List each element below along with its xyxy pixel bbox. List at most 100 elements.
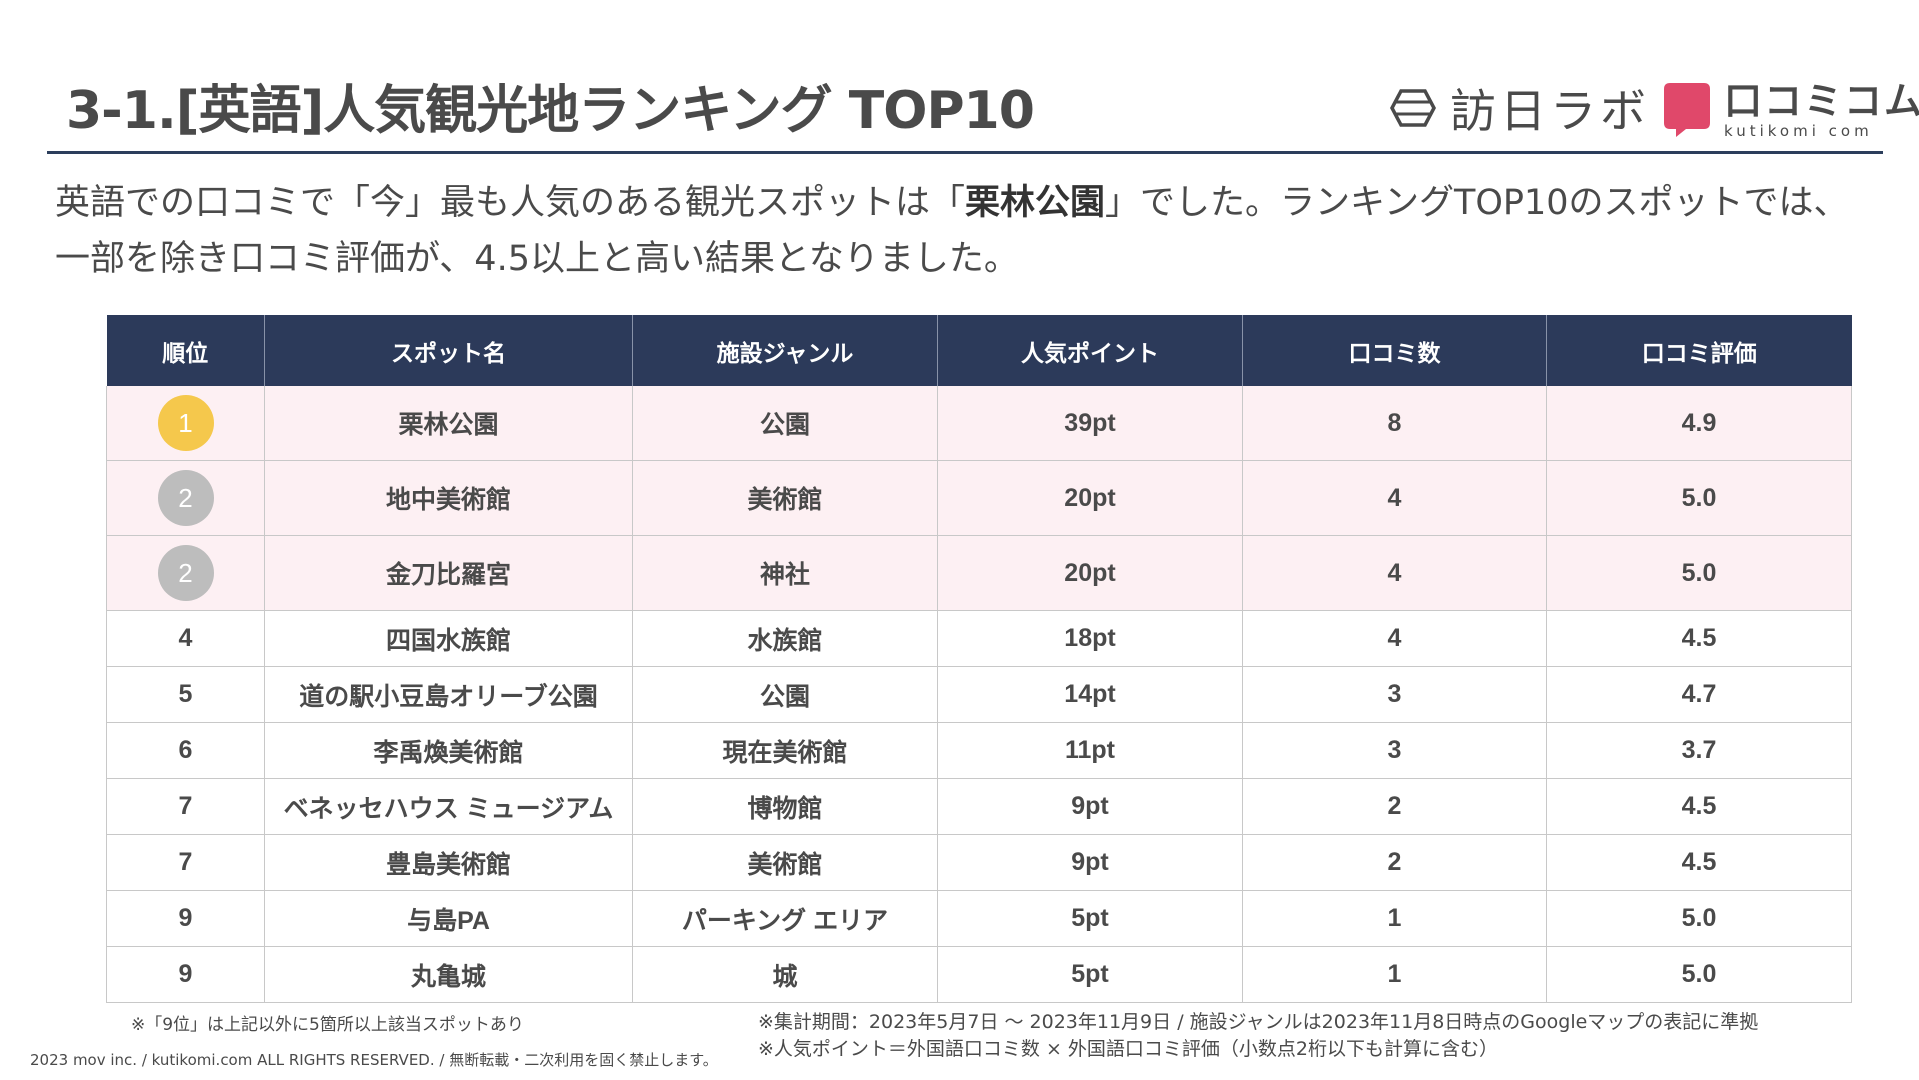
review-count-cell: 4 xyxy=(1242,535,1547,611)
spot-name-cell: 栗林公園 xyxy=(264,386,633,461)
table-row: 6 李禹煥美術館 現在美術館 11pt 3 3.7 xyxy=(106,722,1852,779)
lead-paragraph: 英語での口コミで「今」最も人気のある観光スポットは「栗林公園」でした。ランキング… xyxy=(55,175,1865,287)
genre-cell: 公園 xyxy=(632,666,938,723)
spot-name-cell: 豊島美術館 xyxy=(264,834,633,891)
spot-name-cell: 地中美術館 xyxy=(264,460,633,536)
rating-cell: 4.7 xyxy=(1546,666,1852,723)
points-cell: 11pt xyxy=(937,722,1243,779)
points-cell: 18pt xyxy=(937,610,1243,667)
table-row: 9 与島PA パーキング エリア 5pt 1 5.0 xyxy=(106,890,1852,947)
page-title: 3-1.[英語]人気観光地ランキング TOP10 xyxy=(66,81,1035,141)
rating-cell: 5.0 xyxy=(1546,460,1852,536)
table-row: 7 豊島美術館 美術館 9pt 2 4.5 xyxy=(106,834,1852,891)
rating-cell: 5.0 xyxy=(1546,535,1852,611)
rank-cell: 9 xyxy=(106,946,265,1003)
genre-cell: 現在美術館 xyxy=(632,722,938,779)
review-count-cell: 2 xyxy=(1242,834,1547,891)
rank-cell: 2 xyxy=(106,535,265,611)
lead-highlight: 栗林公園 xyxy=(965,183,1106,223)
genre-cell: 美術館 xyxy=(632,460,938,536)
genre-cell: 神社 xyxy=(632,535,938,611)
lead-text-part1: 英語での口コミで「今」最も人気のある観光スポットは「 xyxy=(55,183,966,223)
table-row: 2 地中美術館 美術館 20pt 4 5.0 xyxy=(106,460,1852,536)
table-row: 1 栗林公園 公園 39pt 8 4.9 xyxy=(106,386,1852,461)
rank-cell: 7 xyxy=(106,778,265,835)
rating-cell: 4.9 xyxy=(1546,386,1852,461)
header-genre: 施設ジャンル xyxy=(632,315,938,386)
review-count-cell: 4 xyxy=(1242,460,1547,536)
genre-cell: 公園 xyxy=(632,386,938,461)
review-count-cell: 1 xyxy=(1242,890,1547,947)
header-rank: 順位 xyxy=(106,315,265,386)
kuchikomi-logo-subtext: kutikomi com xyxy=(1724,121,1873,140)
rating-cell: 5.0 xyxy=(1546,946,1852,1003)
points-cell: 5pt xyxy=(937,946,1243,1003)
rating-cell: 5.0 xyxy=(1546,890,1852,947)
gold-medal-badge: 1 xyxy=(157,395,214,451)
silver-medal-badge: 2 xyxy=(157,545,214,601)
silver-medal-badge: 2 xyxy=(157,470,214,526)
spot-name-cell: ベネッセハウス ミュージアム xyxy=(264,778,633,835)
review-count-cell: 3 xyxy=(1242,666,1547,723)
spot-name-cell: 李禹煥美術館 xyxy=(264,722,633,779)
review-count-cell: 1 xyxy=(1242,946,1547,1003)
table-row: 9 丸亀城城 5pt 1 5.0 xyxy=(106,946,1852,1003)
ranking-table-body: 1 栗林公園 公園 39pt 8 4.9 2 地中美術館 美術館 20pt 4 5.0 2 金刀比羅宮 神社… xyxy=(106,386,1852,1003)
table-row: 5 道の駅小豆島オリーブ公園 公園 14pt 3 4.7 xyxy=(106,666,1852,723)
table-row: 7 ベネッセハウス ミュージアム 博物館 9pt 2 4.5 xyxy=(106,778,1852,835)
points-cell: 20pt xyxy=(937,460,1243,536)
rank-cell: 2 xyxy=(106,460,265,536)
houjin-labo-mark-icon xyxy=(1390,89,1436,127)
review-count-cell: 4 xyxy=(1242,610,1547,667)
points-cell: 14pt xyxy=(937,666,1243,723)
review-count-cell: 8 xyxy=(1242,386,1547,461)
copyright-text: 2023 mov inc. / kutikomi.com ALL RIGHTS … xyxy=(30,1051,718,1069)
rating-cell: 3.7 xyxy=(1546,722,1852,779)
table-header-row: 順位 スポット名 施設ジャンル 人気ポイント 口コミ数 口コミ評価 xyxy=(106,315,1852,386)
points-cell: 39pt xyxy=(937,386,1243,461)
review-count-cell: 3 xyxy=(1242,722,1547,779)
kuchikomi-com-logo: 口コミコム kutikomi com xyxy=(1664,80,1919,140)
rank-cell: 1 xyxy=(106,386,265,461)
genre-cell: 水族館 xyxy=(632,610,938,667)
points-cell: 5pt xyxy=(937,890,1243,947)
rank-cell: 4 xyxy=(106,610,265,667)
houjin-labo-logo: 訪日ラボ xyxy=(1390,78,1650,138)
header-review-count: 口コミ数 xyxy=(1242,315,1547,386)
genre-cell: パーキング エリア xyxy=(632,890,938,947)
points-cell: 9pt xyxy=(937,834,1243,891)
rating-cell: 4.5 xyxy=(1546,610,1852,667)
genre-cell: 美術館 xyxy=(632,834,938,891)
header-points: 人気ポイント xyxy=(937,315,1243,386)
spot-name-cell: 四国水族館 xyxy=(264,610,633,667)
genre-cell: 博物館 xyxy=(632,778,938,835)
table-row: 2 金刀比羅宮 神社 20pt 4 5.0 xyxy=(106,535,1852,611)
spot-name-cell: 与島PA xyxy=(264,890,633,947)
rank-cell: 5 xyxy=(106,666,265,723)
points-cell: 20pt xyxy=(937,535,1243,611)
rank-cell: 9 xyxy=(106,890,265,947)
genre-cell: 城 xyxy=(632,946,938,1003)
rank-cell: 7 xyxy=(106,834,265,891)
title-divider xyxy=(47,151,1883,154)
spot-name-cell: 道の駅小豆島オリーブ公園 xyxy=(264,666,633,723)
header-review-rating: 口コミ評価 xyxy=(1546,315,1852,386)
footnote-methodology: ※集計期間：2023年5月7日 〜 2023年11月9日 / 施設ジャンルは20… xyxy=(758,1009,1758,1063)
houjin-labo-logo-text: 訪日ラボ xyxy=(1450,84,1650,138)
kuchikomi-speech-bubble-icon xyxy=(1664,83,1710,137)
footnote-rank9: ※「9位」は上記以外に5箇所以上該当スポットあり xyxy=(131,1015,524,1035)
ranking-table: 順位 スポット名 施設ジャンル 人気ポイント 口コミ数 口コミ評価 1 栗林公園公… xyxy=(106,315,1852,1003)
kuchikomi-logo-text: 口コミコム xyxy=(1724,78,1919,123)
rating-cell: 4.5 xyxy=(1546,834,1852,891)
header-spot-name: スポット名 xyxy=(264,315,633,386)
lead-text-part2: 」でした。ランキングTOP10のスポットでは、一部を除き口コミ評価が、4.5以上… xyxy=(55,183,1849,279)
spot-name-cell: 金刀比羅宮 xyxy=(264,535,633,611)
rank-cell: 6 xyxy=(106,722,265,779)
footnote-period: ※集計期間：2023年5月7日 〜 2023年11月9日 / 施設ジャンルは20… xyxy=(758,1011,1759,1033)
points-cell: 9pt xyxy=(937,778,1243,835)
rating-cell: 4.5 xyxy=(1546,778,1852,835)
footnote-points-formula: ※人気ポイント＝外国語口コミ数 × 外国語口コミ評価（小数点2桁以下も計算に含む… xyxy=(758,1038,1499,1060)
spot-name-cell: 丸亀城 xyxy=(264,946,633,1003)
review-count-cell: 2 xyxy=(1242,778,1547,835)
table-row: 4 四国水族館 水族館 18pt 4 4.5 xyxy=(106,610,1852,667)
